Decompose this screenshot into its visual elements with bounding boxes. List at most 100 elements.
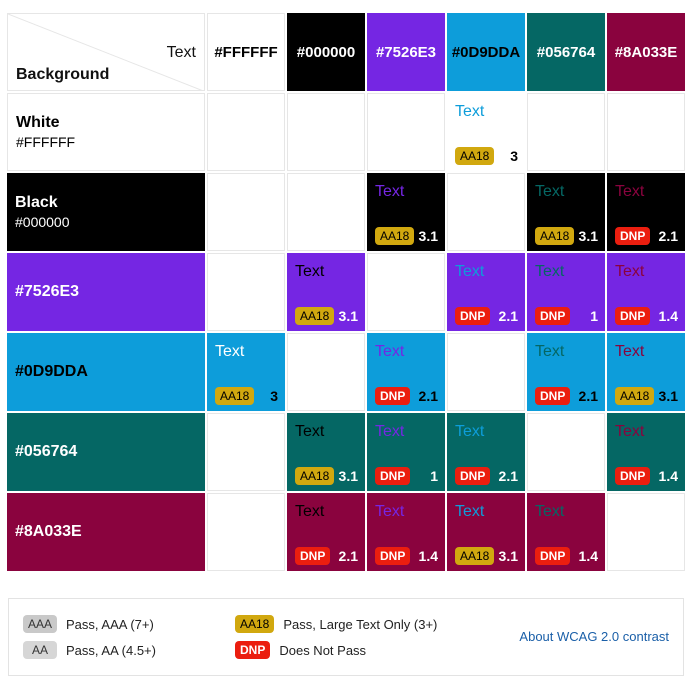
- aaa-badge: AAA: [23, 615, 58, 633]
- contrast-ratio: 1: [590, 308, 598, 324]
- empty-cell: [447, 333, 525, 411]
- contrast-ratio: 1.4: [658, 308, 678, 324]
- corner-header: Text Background: [7, 13, 205, 91]
- contrast-ratio: 1.4: [578, 548, 598, 564]
- contrast-ratio: 1: [430, 468, 438, 484]
- legend-aa18: AA18 Pass, Large Text Only (3+): [235, 615, 437, 633]
- contrast-ratio: 3: [510, 148, 518, 164]
- empty-cell: [207, 413, 285, 491]
- contrast-cell: Text DNP 2.1: [527, 333, 605, 411]
- row-header: #8A033E: [7, 493, 205, 571]
- sample-text: Text: [535, 183, 565, 200]
- row-header: #7526E3: [7, 253, 205, 331]
- row-color-name: #7526E3: [15, 283, 80, 300]
- row-color-name: Black: [15, 194, 58, 211]
- wcag-contrast-link[interactable]: About WCAG 2.0 contrast: [519, 629, 669, 644]
- diagonal-divider: [8, 14, 203, 90]
- contrast-cell: Text AA18 3.1: [367, 173, 445, 251]
- empty-cell: [207, 173, 285, 251]
- dnp-badge: DNP: [375, 467, 411, 485]
- dnp-badge: DNP: [535, 387, 571, 405]
- contrast-ratio: 1.4: [418, 548, 438, 564]
- sample-text: Text: [535, 503, 565, 520]
- contrast-ratio: 3.1: [578, 228, 598, 244]
- empty-cell: [367, 253, 445, 331]
- aa18-badge: AA18: [235, 615, 275, 633]
- contrast-ratio: 1.4: [658, 468, 678, 484]
- contrast-cell: Text AA18 3.1: [447, 493, 525, 571]
- contrast-cell: Text DNP 2.1: [607, 173, 685, 251]
- contrast-ratio: 2.1: [498, 468, 518, 484]
- contrast-ratio: 2.1: [578, 388, 598, 404]
- corner-background-label: Background: [16, 66, 110, 83]
- contrast-cell: Text AA18 3: [447, 93, 525, 171]
- row-header: #0D9DDA: [7, 333, 205, 411]
- contrast-cell: Text DNP 2.1: [447, 253, 525, 331]
- row-header: #056764: [7, 413, 205, 491]
- sample-text: Text: [615, 183, 645, 200]
- contrast-ratio: 2.1: [338, 548, 358, 564]
- legend-aa18-label: Pass, Large Text Only (3+): [283, 616, 438, 632]
- sample-text: Text: [615, 423, 645, 440]
- sample-text: Text: [455, 503, 485, 520]
- row-header: Black #000000: [7, 173, 205, 251]
- aa18-badge: AA18: [295, 467, 335, 485]
- empty-cell: [287, 333, 365, 411]
- legend-aaa: AAA Pass, AAA (7+): [23, 615, 154, 633]
- row-header: White #FFFFFF: [7, 93, 205, 171]
- dnp-badge: DNP: [235, 641, 271, 659]
- empty-cell: [607, 93, 685, 171]
- contrast-ratio: 3.1: [658, 388, 678, 404]
- contrast-ratio: 2.1: [498, 308, 518, 324]
- legend-aaa-label: Pass, AAA (7+): [66, 616, 154, 632]
- empty-cell: [527, 93, 605, 171]
- contrast-cell: Text AA18 3: [207, 333, 285, 411]
- empty-cell: [207, 93, 285, 171]
- contrast-cell: Text DNP 1: [367, 413, 445, 491]
- row-color-hex: #FFFFFF: [16, 134, 76, 150]
- empty-cell: [447, 173, 525, 251]
- row-color-name: #056764: [15, 443, 78, 460]
- aa18-badge: AA18: [455, 147, 495, 165]
- sample-text: Text: [215, 343, 245, 360]
- dnp-badge: DNP: [615, 467, 651, 485]
- contrast-cell: Text DNP 1: [527, 253, 605, 331]
- dnp-badge: DNP: [615, 227, 651, 245]
- column-header: #FFFFFF: [207, 13, 285, 91]
- legend-aa: AA Pass, AA (4.5+): [23, 641, 156, 659]
- corner-text-label: Text: [166, 44, 196, 61]
- empty-cell: [287, 93, 365, 171]
- contrast-ratio: 3.1: [338, 308, 358, 324]
- empty-cell: [527, 413, 605, 491]
- contrast-cell: Text DNP 1.4: [527, 493, 605, 571]
- contrast-ratio: 3.1: [498, 548, 518, 564]
- dnp-badge: DNP: [375, 547, 411, 565]
- row-color-hex: #000000: [15, 214, 70, 230]
- row-color-name: White: [16, 114, 60, 131]
- sample-text: Text: [375, 183, 405, 200]
- empty-cell: [207, 253, 285, 331]
- sample-text: Text: [375, 503, 405, 520]
- sample-text: Text: [535, 343, 565, 360]
- sample-text: Text: [455, 423, 485, 440]
- contrast-cell: Text AA18 3.1: [607, 333, 685, 411]
- dnp-badge: DNP: [455, 307, 491, 325]
- aa-badge: AA: [23, 641, 57, 659]
- sample-text: Text: [295, 503, 325, 520]
- dnp-badge: DNP: [615, 307, 651, 325]
- sample-text: Text: [375, 423, 405, 440]
- aa18-badge: AA18: [615, 387, 655, 405]
- contrast-ratio: 3.1: [418, 228, 438, 244]
- contrast-cell: Text DNP 1.4: [367, 493, 445, 571]
- contrast-cell: Text DNP 1.4: [607, 253, 685, 331]
- column-header: #7526E3: [367, 13, 445, 91]
- column-header: #000000: [287, 13, 365, 91]
- contrast-ratio: 2.1: [418, 388, 438, 404]
- column-header: #8A033E: [607, 13, 685, 91]
- sample-text: Text: [295, 263, 325, 280]
- sample-text: Text: [455, 103, 485, 120]
- contrast-cell: Text AA18 3.1: [287, 413, 365, 491]
- empty-cell: [607, 493, 685, 571]
- column-header: #0D9DDA: [447, 13, 525, 91]
- sample-text: Text: [375, 343, 405, 360]
